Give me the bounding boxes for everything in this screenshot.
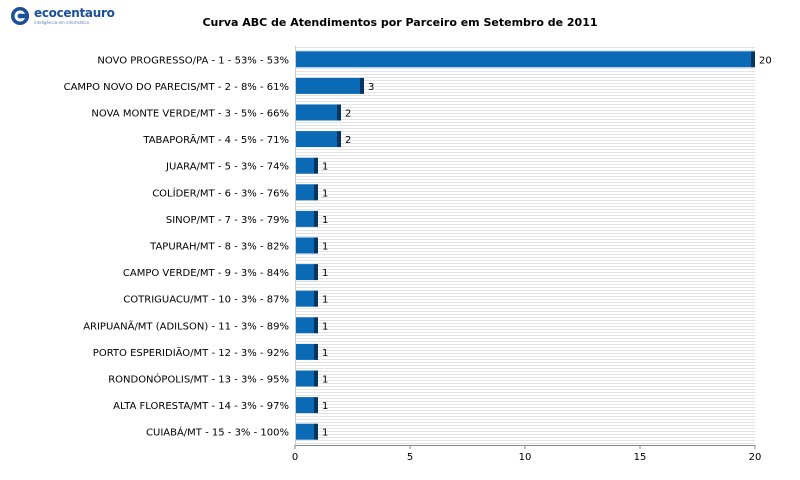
category-label: TAPURAH/MT - 8 - 3% - 82%: [149, 242, 289, 253]
bar: [295, 343, 314, 360]
x-tick-label: 15: [634, 452, 647, 463]
value-label: 1: [322, 428, 328, 439]
bar: [295, 51, 751, 68]
category-label: RONDONÓPOLIS/MT - 13 - 3% - 95%: [108, 373, 289, 386]
value-label: 1: [322, 295, 328, 306]
bar-side: [314, 210, 318, 227]
logo-mark-icon: [11, 7, 29, 25]
value-labels: 20 3 2 2 1 1 1 1 1 1 1 1 1 1 1: [322, 55, 772, 438]
category-label: ARIPUANÃ/MT (ADILSON) - 11 - 3% - 89%: [83, 319, 289, 332]
logo-tagline: inteligência em informática: [34, 20, 89, 25]
bar: [295, 317, 314, 334]
bar: [295, 157, 314, 174]
x-tick-label: 20: [749, 452, 762, 463]
bar-side: [314, 317, 318, 334]
bar-side: [314, 264, 318, 281]
value-label: 1: [322, 268, 328, 279]
value-label: 1: [322, 162, 328, 173]
category-label: SINOP/MT - 7 - 3% - 79%: [166, 215, 289, 226]
category-label: ALTA FLORESTA/MT - 14 - 3% - 97%: [113, 401, 289, 412]
bar: [295, 423, 314, 440]
bar-side: [314, 397, 318, 414]
value-label: 1: [322, 375, 328, 386]
logo-name: ecocentauro: [34, 6, 115, 20]
value-label: 3: [368, 82, 374, 93]
bar: [295, 290, 314, 307]
bar-side: [337, 131, 341, 148]
category-label: COTRIGUACU/MT - 10 - 3% - 87%: [123, 295, 289, 306]
bar-side: [751, 51, 755, 68]
category-label: NOVA MONTE VERDE/MT - 3 - 5% - 66%: [91, 109, 289, 120]
bar-side: [337, 104, 341, 121]
category-label: PORTO ESPERIDIÃO/MT - 12 - 3% - 92%: [93, 346, 289, 359]
category-label: COLÍDER/MT - 6 - 3% - 76%: [152, 186, 289, 199]
value-label: 20: [759, 55, 772, 66]
x-tick-label: 0: [292, 452, 298, 463]
x-tick-label: 10: [519, 452, 532, 463]
bar-side: [314, 423, 318, 440]
value-label: 1: [322, 215, 328, 226]
category-label: CAMPO NOVO DO PARECIS/MT - 2 - 8% - 61%: [64, 82, 289, 93]
category-label: JUARA/MT - 5 - 3% - 74%: [165, 162, 289, 173]
bar-side: [314, 290, 318, 307]
x-axis: 0 5 10 15 20: [292, 46, 762, 463]
category-label: NOVO PROGRESSO/PA - 1 - 53% - 53%: [97, 55, 289, 66]
value-label: 1: [322, 348, 328, 359]
category-label: TABAPORÃ/MT - 4 - 5% - 71%: [142, 133, 289, 146]
bar-side: [314, 237, 318, 254]
bar: [295, 184, 314, 201]
bar: [295, 264, 314, 281]
chart-title: Curva ABC de Atendimentos por Parceiro e…: [202, 16, 598, 29]
bar: [295, 77, 360, 94]
bar-side: [314, 184, 318, 201]
bar-side: [314, 343, 318, 360]
category-label: CAMPO VERDE/MT - 9 - 3% - 84%: [123, 268, 289, 279]
value-label: 1: [322, 242, 328, 253]
bar: [295, 104, 337, 121]
value-label: 1: [322, 321, 328, 332]
category-label: CUIABÁ/MT - 15 - 3% - 100%: [146, 426, 289, 439]
plot-background: [295, 46, 755, 445]
value-label: 2: [345, 109, 351, 120]
bar: [295, 131, 337, 148]
bar: [295, 210, 314, 227]
value-label: 2: [345, 135, 351, 146]
value-label: 1: [322, 188, 328, 199]
bar-side: [360, 77, 364, 94]
bar-side: [314, 157, 318, 174]
bars-group: [295, 51, 755, 440]
company-logo: ecocentauro inteligência em informática: [10, 6, 115, 28]
bar: [295, 237, 314, 254]
category-labels: NOVO PROGRESSO/PA - 1 - 53% - 53% CAMPO N…: [64, 55, 289, 438]
value-label: 1: [322, 401, 328, 412]
bar-side: [314, 370, 318, 387]
x-tick-label: 5: [407, 452, 413, 463]
bar: [295, 370, 314, 387]
bar: [295, 397, 314, 414]
